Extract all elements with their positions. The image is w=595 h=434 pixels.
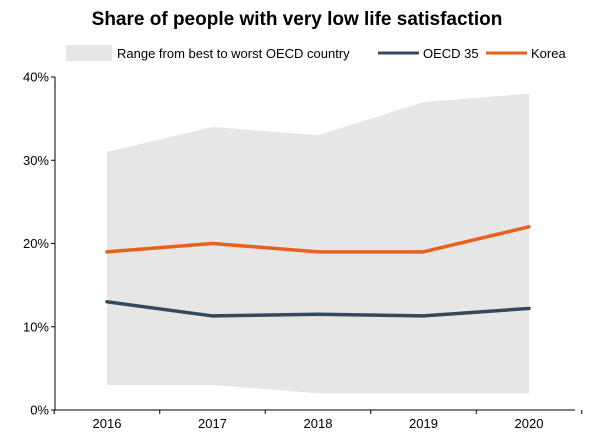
legend: Range from best to worst OECD country OE… — [66, 45, 566, 61]
x-tick-label: 2017 — [198, 416, 227, 431]
series-line-korea — [105, 225, 531, 254]
y-tick-label: 10% — [23, 319, 49, 334]
range-band — [107, 93, 529, 394]
legend-oecd-label: OECD 35 — [423, 46, 479, 61]
y-tick-label: 30% — [23, 153, 49, 168]
y-tick-label: 0% — [30, 403, 49, 418]
x-tick-label: 2020 — [515, 416, 544, 431]
x-tick-label: 2016 — [93, 416, 122, 431]
legend-range-swatch — [66, 45, 112, 61]
plot-area: 0% 10% 20% 30% 40% 2016 2017 2018 2019 2020 — [23, 70, 583, 431]
chart-title: Share of people with very low life satis… — [92, 9, 503, 30]
x-tick-label: 2018 — [304, 416, 333, 431]
legend-range-label: Range from best to worst OECD country — [117, 46, 350, 61]
y-tick-label: 40% — [23, 70, 49, 85]
series-line-oecd35 — [105, 300, 531, 318]
legend-korea-label: Korea — [531, 46, 566, 61]
x-tick-label: 2019 — [409, 416, 438, 431]
y-tick-label: 20% — [23, 236, 49, 251]
